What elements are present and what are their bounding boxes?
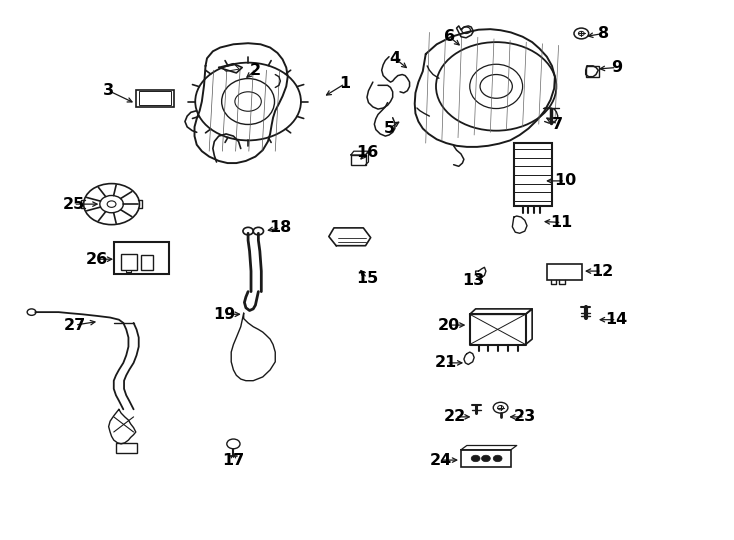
Bar xyxy=(139,91,171,105)
Text: 1: 1 xyxy=(339,76,351,91)
Text: 11: 11 xyxy=(550,215,573,230)
Text: 8: 8 xyxy=(597,26,609,41)
Text: 10: 10 xyxy=(554,173,576,188)
Bar xyxy=(351,155,366,165)
Text: 2: 2 xyxy=(250,63,261,78)
Text: 21: 21 xyxy=(435,355,457,370)
Text: 24: 24 xyxy=(429,453,451,468)
Text: 15: 15 xyxy=(356,271,378,286)
Circle shape xyxy=(471,455,480,462)
Text: 22: 22 xyxy=(444,409,466,424)
Text: 4: 4 xyxy=(389,51,401,66)
Bar xyxy=(114,242,169,274)
Text: 12: 12 xyxy=(591,264,613,279)
Text: 16: 16 xyxy=(356,145,378,160)
Bar xyxy=(116,443,137,453)
Text: 13: 13 xyxy=(462,273,484,288)
Text: 23: 23 xyxy=(514,409,536,424)
Circle shape xyxy=(482,455,490,462)
Bar xyxy=(547,264,582,280)
Text: 25: 25 xyxy=(62,197,84,212)
Text: 27: 27 xyxy=(64,318,86,333)
Text: 19: 19 xyxy=(213,307,235,322)
Bar xyxy=(514,143,552,206)
Text: 3: 3 xyxy=(103,83,115,98)
Text: 5: 5 xyxy=(383,121,395,136)
Text: 26: 26 xyxy=(86,252,108,267)
Text: 6: 6 xyxy=(443,29,455,44)
Bar xyxy=(461,450,511,467)
Text: 14: 14 xyxy=(606,312,628,327)
Text: 20: 20 xyxy=(438,318,460,333)
Circle shape xyxy=(493,455,502,462)
Text: 17: 17 xyxy=(222,453,244,468)
Text: 7: 7 xyxy=(552,117,564,132)
Bar xyxy=(136,90,174,107)
Text: 18: 18 xyxy=(269,220,291,235)
Text: 9: 9 xyxy=(611,60,622,75)
Bar xyxy=(586,66,599,77)
